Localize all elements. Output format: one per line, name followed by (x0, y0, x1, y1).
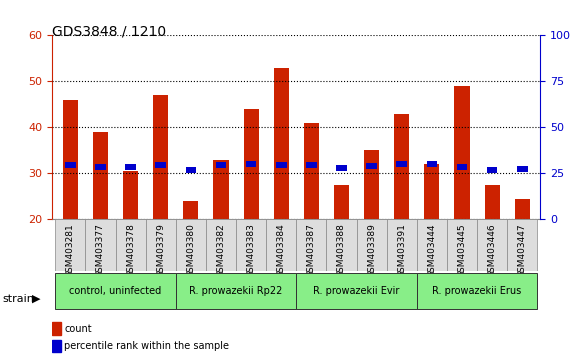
Text: GSM403380: GSM403380 (187, 222, 195, 277)
Text: GSM403447: GSM403447 (518, 224, 527, 278)
Bar (93, 132, 108, 219)
FancyBboxPatch shape (85, 219, 116, 271)
Bar (424, 164, 439, 219)
Bar (334, 185, 349, 219)
Text: GSM403382: GSM403382 (217, 224, 225, 278)
Text: GSM403388: GSM403388 (337, 224, 346, 279)
Text: GSM403377: GSM403377 (96, 224, 105, 279)
FancyBboxPatch shape (236, 219, 266, 271)
FancyBboxPatch shape (507, 219, 537, 271)
FancyBboxPatch shape (417, 219, 447, 271)
Text: R. prowazekii Rp22: R. prowazekii Rp22 (189, 286, 283, 296)
Bar (213, 160, 228, 219)
Bar (65, 162, 76, 168)
Bar (246, 161, 256, 167)
Text: GSM403444: GSM403444 (428, 222, 436, 276)
Text: GSM403446: GSM403446 (487, 224, 497, 278)
Bar (276, 162, 286, 168)
Text: GSM403380: GSM403380 (187, 224, 195, 279)
FancyBboxPatch shape (387, 219, 417, 271)
FancyBboxPatch shape (266, 219, 296, 271)
Text: GSM403444: GSM403444 (428, 224, 436, 278)
Bar (304, 123, 319, 219)
Bar (426, 161, 437, 167)
Bar (52, 340, 61, 352)
Bar (123, 171, 138, 219)
FancyBboxPatch shape (116, 219, 146, 271)
FancyBboxPatch shape (146, 219, 176, 271)
Bar (367, 163, 377, 169)
Bar (485, 185, 500, 219)
Text: GSM403387: GSM403387 (307, 222, 316, 277)
FancyBboxPatch shape (55, 273, 176, 309)
Text: GSM403391: GSM403391 (397, 222, 406, 277)
Bar (517, 166, 528, 172)
Bar (185, 167, 196, 172)
Text: GSM403445: GSM403445 (457, 224, 467, 278)
Text: GSM403383: GSM403383 (246, 222, 256, 277)
Bar (274, 68, 289, 219)
Bar (394, 114, 409, 219)
Bar (153, 95, 168, 219)
Text: GSM403383: GSM403383 (246, 224, 256, 279)
Text: GSM403445: GSM403445 (457, 222, 467, 277)
Text: GSM403382: GSM403382 (217, 222, 225, 277)
Text: percentile rank within the sample: percentile rank within the sample (64, 341, 229, 351)
FancyBboxPatch shape (176, 273, 296, 309)
Bar (95, 164, 106, 170)
Bar (457, 164, 467, 170)
FancyBboxPatch shape (327, 219, 357, 271)
FancyBboxPatch shape (447, 219, 477, 271)
Text: GSM403281: GSM403281 (66, 224, 75, 278)
FancyBboxPatch shape (417, 273, 537, 309)
Text: GSM403379: GSM403379 (156, 224, 165, 279)
Text: GSM403388: GSM403388 (337, 222, 346, 277)
FancyBboxPatch shape (477, 219, 507, 271)
FancyBboxPatch shape (296, 273, 417, 309)
Bar (515, 199, 530, 219)
Bar (216, 162, 226, 168)
Text: GSM403379: GSM403379 (156, 222, 165, 277)
Bar (156, 162, 166, 168)
Text: GSM403378: GSM403378 (126, 224, 135, 279)
Bar (396, 161, 407, 167)
Text: GSM403378: GSM403378 (126, 222, 135, 277)
FancyBboxPatch shape (55, 219, 85, 271)
Bar (364, 150, 379, 219)
Text: ▶: ▶ (32, 294, 41, 304)
Bar (336, 165, 347, 171)
Text: GSM403389: GSM403389 (367, 224, 376, 279)
Bar (52, 322, 61, 335)
Text: GSM403446: GSM403446 (487, 222, 497, 277)
Text: GSM403447: GSM403447 (518, 222, 527, 277)
Bar (487, 167, 497, 172)
Text: GDS3848 / 1210: GDS3848 / 1210 (52, 25, 166, 39)
Bar (63, 100, 78, 219)
Text: GSM403389: GSM403389 (367, 222, 376, 277)
Bar (125, 164, 136, 170)
FancyBboxPatch shape (357, 219, 387, 271)
FancyBboxPatch shape (206, 219, 236, 271)
Text: GSM403391: GSM403391 (397, 224, 406, 279)
Text: R. prowazekii Evir: R. prowazekii Evir (313, 286, 400, 296)
Text: R. prowazekii Erus: R. prowazekii Erus (432, 286, 522, 296)
Text: GSM403384: GSM403384 (277, 222, 286, 277)
Text: GSM403384: GSM403384 (277, 224, 286, 278)
Text: GSM403281: GSM403281 (66, 222, 75, 277)
FancyBboxPatch shape (296, 219, 327, 271)
Bar (243, 109, 259, 219)
Text: strain: strain (3, 294, 35, 304)
Bar (454, 86, 469, 219)
Bar (306, 162, 317, 168)
Text: GSM403377: GSM403377 (96, 222, 105, 277)
Text: count: count (64, 324, 92, 333)
FancyBboxPatch shape (176, 219, 206, 271)
Bar (184, 201, 198, 219)
Text: control, uninfected: control, uninfected (69, 286, 162, 296)
Text: GSM403387: GSM403387 (307, 224, 316, 279)
